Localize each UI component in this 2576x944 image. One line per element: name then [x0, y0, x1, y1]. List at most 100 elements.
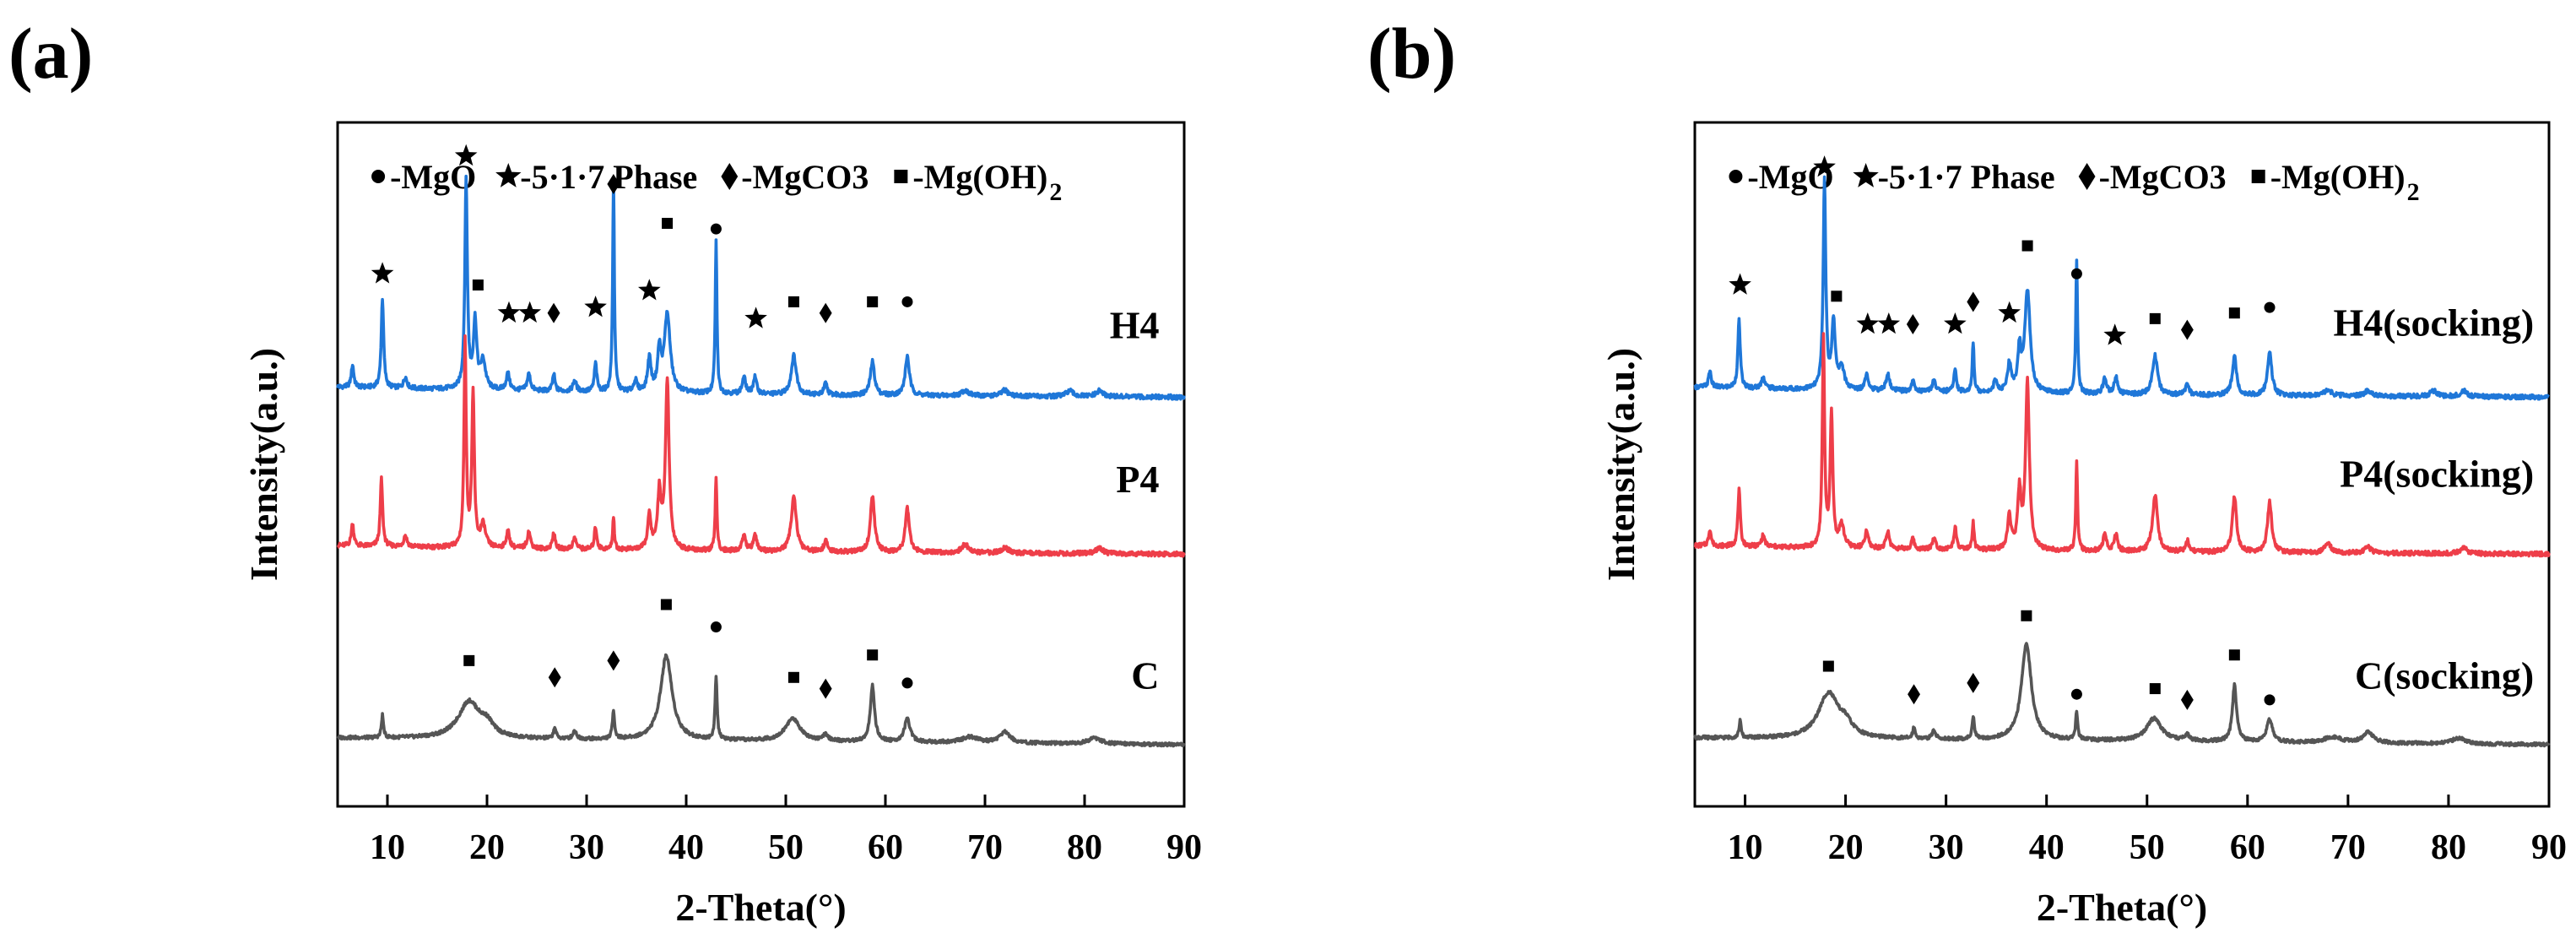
- square-phase-marker: [867, 296, 879, 307]
- legend-label: -MgCO3: [2099, 158, 2227, 196]
- legend-subscript: 2: [2407, 178, 2420, 206]
- legend-square-marker: [894, 170, 908, 183]
- series-label: H4(socking): [2333, 301, 2534, 344]
- star-phase-marker: [454, 144, 478, 166]
- series-label: P4(socking): [2340, 453, 2534, 496]
- diamond-phase-marker: [1908, 684, 1920, 705]
- x-tick-label: 90: [1166, 828, 1202, 867]
- series-line-H4(socking): [1693, 175, 2551, 401]
- square-phase-marker: [1831, 290, 1843, 302]
- x-tick-label: 20: [469, 828, 505, 867]
- circle-phase-marker: [901, 677, 913, 689]
- star-phase-marker: [2103, 323, 2126, 345]
- star-phase-marker: [1877, 312, 1901, 334]
- circle-phase-marker: [2264, 694, 2276, 706]
- plot-frame: [336, 121, 1186, 808]
- diamond-phase-marker: [819, 302, 832, 323]
- star-phase-marker: [1813, 155, 1836, 177]
- legend-circle-marker: [1729, 170, 1743, 183]
- x-tick-label: 40: [668, 828, 704, 867]
- diamond-phase-marker: [2180, 689, 2194, 710]
- x-tick-label: 90: [2531, 828, 2567, 867]
- square-phase-marker: [2228, 649, 2240, 661]
- star-phase-marker: [371, 262, 394, 284]
- legend-diamond-marker: [2078, 163, 2096, 190]
- x-tick-label: 60: [868, 828, 903, 867]
- diamond-phase-marker: [548, 667, 561, 688]
- square-phase-marker: [2228, 307, 2240, 319]
- square-phase-marker: [787, 296, 799, 307]
- star-phase-marker: [1944, 312, 1967, 334]
- circle-phase-marker: [710, 223, 722, 235]
- square-phase-marker: [2149, 683, 2161, 695]
- x-tick-label: 60: [2230, 828, 2265, 867]
- square-phase-marker: [662, 218, 674, 230]
- series-label: P4: [1116, 458, 1159, 501]
- circle-phase-marker: [2070, 688, 2082, 700]
- star-phase-marker: [1998, 301, 2021, 323]
- legend-label: -MgO: [390, 158, 476, 196]
- panel-b: (b) 10 20 30 40 50 60 70 80 90 2-Theta(°) Intensity…: [1367, 13, 2567, 929]
- square-phase-marker: [1822, 660, 1834, 672]
- legend-subscript: 2: [1049, 178, 1062, 206]
- star-phase-marker: [744, 307, 767, 328]
- diamond-phase-marker: [819, 678, 832, 699]
- square-phase-marker: [463, 654, 475, 666]
- x-tick-label: 30: [1929, 828, 1964, 867]
- legend-circle-marker: [371, 170, 386, 183]
- x-tick-label: 50: [2130, 828, 2165, 867]
- circle-phase-marker: [2070, 268, 2082, 279]
- series-label: C(socking): [2355, 654, 2534, 697]
- x-axis-ticks: 10 20 30 40 50 60 70 80 90: [370, 795, 1202, 867]
- diamond-phase-marker: [1967, 291, 1980, 312]
- legend-star-marker: [1853, 163, 1879, 187]
- star-phase-marker: [584, 296, 607, 317]
- circle-phase-marker: [2264, 301, 2276, 313]
- legend-label: -Mg(OH): [2270, 158, 2406, 196]
- x-tick-label: 80: [2431, 828, 2466, 867]
- square-phase-marker: [787, 671, 799, 683]
- x-axis-label: 2-Theta(°): [2037, 886, 2207, 929]
- star-phase-marker: [497, 301, 521, 323]
- diamond-phase-marker: [607, 174, 620, 195]
- y-axis-label: Intensity(a.u.): [242, 348, 285, 581]
- diamond-phase-marker: [1906, 314, 1919, 335]
- x-tick-label: 40: [2029, 828, 2065, 867]
- y-axis-label: Intensity(a.u.): [1599, 348, 1642, 581]
- legend-label: -5·1·7 Phase: [520, 158, 697, 196]
- x-tick-label: 80: [1067, 828, 1102, 867]
- phase-markers: [1729, 155, 2276, 710]
- square-phase-marker: [2021, 240, 2033, 252]
- legend-square-marker: [2251, 170, 2265, 183]
- x-tick-label: 10: [1728, 828, 1763, 867]
- series-line-C: [336, 653, 1186, 748]
- phase-markers: [371, 144, 913, 699]
- legend-label: -Mg(OH): [912, 158, 1047, 196]
- x-tick-label: 50: [768, 828, 804, 867]
- x-tick-label: 70: [2330, 828, 2366, 867]
- x-axis-label: 2-Theta(°): [675, 886, 846, 929]
- plot-frame: [1693, 121, 2551, 808]
- diamond-phase-marker: [607, 650, 620, 671]
- legend: -MgO -5·1·7 Phase -MgCO3 -Mg(OH) 2: [371, 158, 1062, 206]
- legend-label: -5·1·7 Phase: [1878, 158, 2055, 196]
- diamond-phase-marker: [1967, 672, 1980, 693]
- x-axis-ticks: 10 20 30 40 50 60 70 80 90: [1728, 795, 2567, 867]
- square-phase-marker: [867, 649, 879, 661]
- star-phase-marker: [638, 279, 661, 301]
- x-tick-label: 30: [569, 828, 604, 867]
- legend: -MgO -5·1·7 Phase -MgCO3 -Mg(OH) 2: [1729, 158, 2420, 206]
- square-phase-marker: [472, 279, 484, 291]
- legend-label: -MgCO3: [741, 158, 869, 196]
- series-line-P4: [336, 334, 1186, 558]
- square-phase-marker: [2021, 610, 2032, 621]
- x-tick-label: 70: [967, 828, 1003, 867]
- panel-a: (a) 10 20 30 40 50 60 70 80 90 2-Theta(°) Intensity…: [8, 13, 1202, 929]
- square-phase-marker: [660, 599, 672, 610]
- series-label: C: [1131, 654, 1159, 697]
- star-phase-marker: [1856, 312, 1880, 334]
- panel-label: (b): [1367, 13, 1456, 94]
- series-label: H4: [1110, 304, 1160, 347]
- circle-phase-marker: [710, 621, 722, 633]
